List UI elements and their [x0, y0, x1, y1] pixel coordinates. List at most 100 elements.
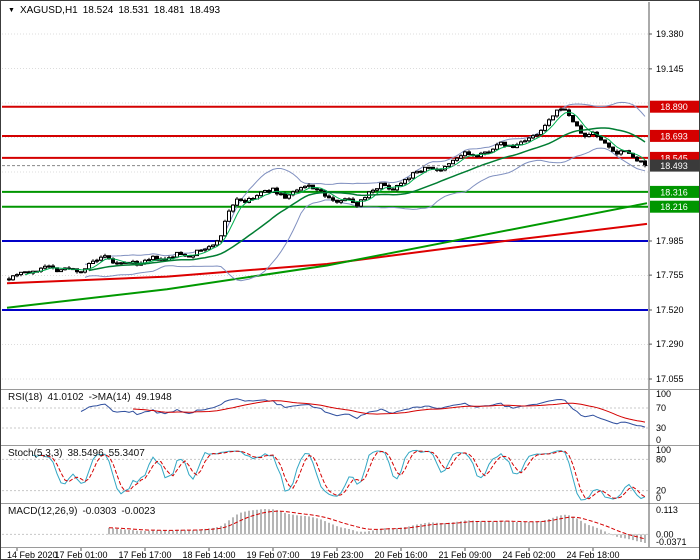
candlestick: [503, 141, 507, 147]
quote-close: 18.493: [189, 5, 221, 16]
candlestick: [119, 262, 123, 265]
candlestick: [455, 157, 459, 161]
candlestick: [339, 200, 343, 203]
quote-bar: ▼ XAGUSD,H1 18.524 18.531 18.481 18.493: [8, 5, 225, 18]
candlestick: [91, 260, 95, 265]
candlestick: [447, 163, 451, 167]
candlestick: [527, 137, 531, 142]
candlestick: [179, 251, 183, 255]
candlestick: [315, 188, 319, 191]
candlestick: [643, 160, 647, 167]
candlestick: [115, 262, 119, 265]
stoch-d-line: [40, 450, 646, 500]
price-axis-label: 19.380: [656, 29, 684, 39]
candlestick: [563, 108, 567, 111]
candlestick: [191, 255, 195, 258]
candlestick: [575, 121, 579, 127]
candlestick: [95, 259, 99, 262]
price-level-badge: [650, 159, 699, 172]
candlestick: [427, 166, 431, 169]
candlestick: [383, 182, 387, 187]
candlestick: [379, 182, 383, 190]
price-axis-label: 19.145: [656, 64, 684, 74]
candlestick: [243, 199, 247, 203]
price-level-badge: [650, 200, 699, 213]
indicator-axis-label: 20: [656, 486, 666, 496]
bollinger-lower-line: [84, 147, 646, 282]
candlestick: [467, 151, 471, 156]
time-axis-label: 24 Feb 18:00: [566, 550, 619, 560]
candlestick: [223, 220, 227, 237]
price-level-badge-label: 18.316: [660, 187, 688, 197]
candlestick: [407, 177, 411, 181]
symbol-timeframe: XAGUSD,H1: [19, 5, 78, 16]
rsi-value: 41.0102: [47, 392, 84, 403]
stoch-name: Stoch(5,3,3): [8, 448, 63, 459]
candlestick: [415, 170, 419, 174]
candlestick: [151, 255, 155, 261]
candlestick: [371, 189, 375, 193]
candlestick: [399, 182, 403, 187]
time-axis-label: 24 Feb 02:00: [502, 550, 555, 560]
rsi-header: RSI(18) 41.0102 ->MA(14) 49.1948: [8, 392, 177, 404]
indicator-axis-label: 0.113: [656, 505, 678, 515]
candlestick: [283, 193, 287, 199]
candlestick: [279, 193, 283, 196]
candlestick: [47, 265, 51, 268]
candlestick: [7, 278, 11, 281]
price-axis-label: 17.520: [656, 305, 684, 315]
candlestick: [171, 256, 175, 259]
price-level-badge-label: 18.890: [660, 102, 688, 112]
price-level-badge: [650, 185, 699, 198]
candlestick: [271, 187, 275, 193]
macd-main-value: -0.0303: [82, 506, 117, 517]
candlestick: [203, 248, 207, 251]
candlestick: [307, 184, 311, 187]
candlestick: [303, 185, 307, 189]
candlestick: [375, 188, 379, 191]
candlestick: [639, 160, 643, 163]
candlestick: [259, 191, 263, 197]
candlestick: [23, 271, 27, 274]
candlestick: [535, 134, 539, 137]
candlestick: [519, 141, 523, 146]
candlestick: [335, 199, 339, 203]
rsi-name: RSI(18): [8, 392, 43, 403]
price-level-badge: [650, 100, 699, 113]
candlestick: [43, 265, 47, 269]
time-axis-label: 21 Feb 09:00: [438, 550, 491, 560]
candlestick: [211, 244, 215, 248]
candlestick: [495, 144, 499, 150]
indicator-axis-label: 0: [656, 493, 661, 503]
candlestick: [175, 251, 179, 258]
candlestick: [551, 115, 555, 121]
symbol-marker-icon[interactable]: ▼: [8, 7, 15, 14]
candlestick: [487, 151, 491, 154]
stoch-k-value: 38.5496: [67, 448, 104, 459]
candlestick: [587, 134, 591, 137]
candlestick: [571, 115, 575, 123]
candlestick: [323, 190, 327, 197]
price-level-badge-label: 18.216: [660, 202, 688, 212]
candlestick: [475, 155, 479, 158]
candlestick: [327, 195, 331, 199]
time-axis-label: 19 Feb 07:00: [246, 550, 299, 560]
rsi-ma-line: [132, 400, 646, 423]
candlestick: [15, 274, 19, 277]
ma-fast-line: [24, 111, 646, 276]
candlestick: [547, 119, 551, 126]
candlestick: [619, 150, 623, 155]
indicator-axis-label: 100: [656, 445, 671, 455]
candlestick: [599, 136, 603, 141]
price-axis-label: 17.055: [656, 374, 684, 384]
candlestick: [263, 190, 267, 193]
indicator-axis-label: 30: [656, 423, 666, 433]
candlestick: [363, 197, 367, 201]
candlestick: [459, 155, 463, 159]
candlestick: [99, 256, 103, 261]
candlestick: [103, 255, 107, 258]
candlestick: [395, 185, 399, 191]
price-level-badge-label: 18.545: [660, 153, 688, 163]
candlestick: [219, 235, 223, 242]
